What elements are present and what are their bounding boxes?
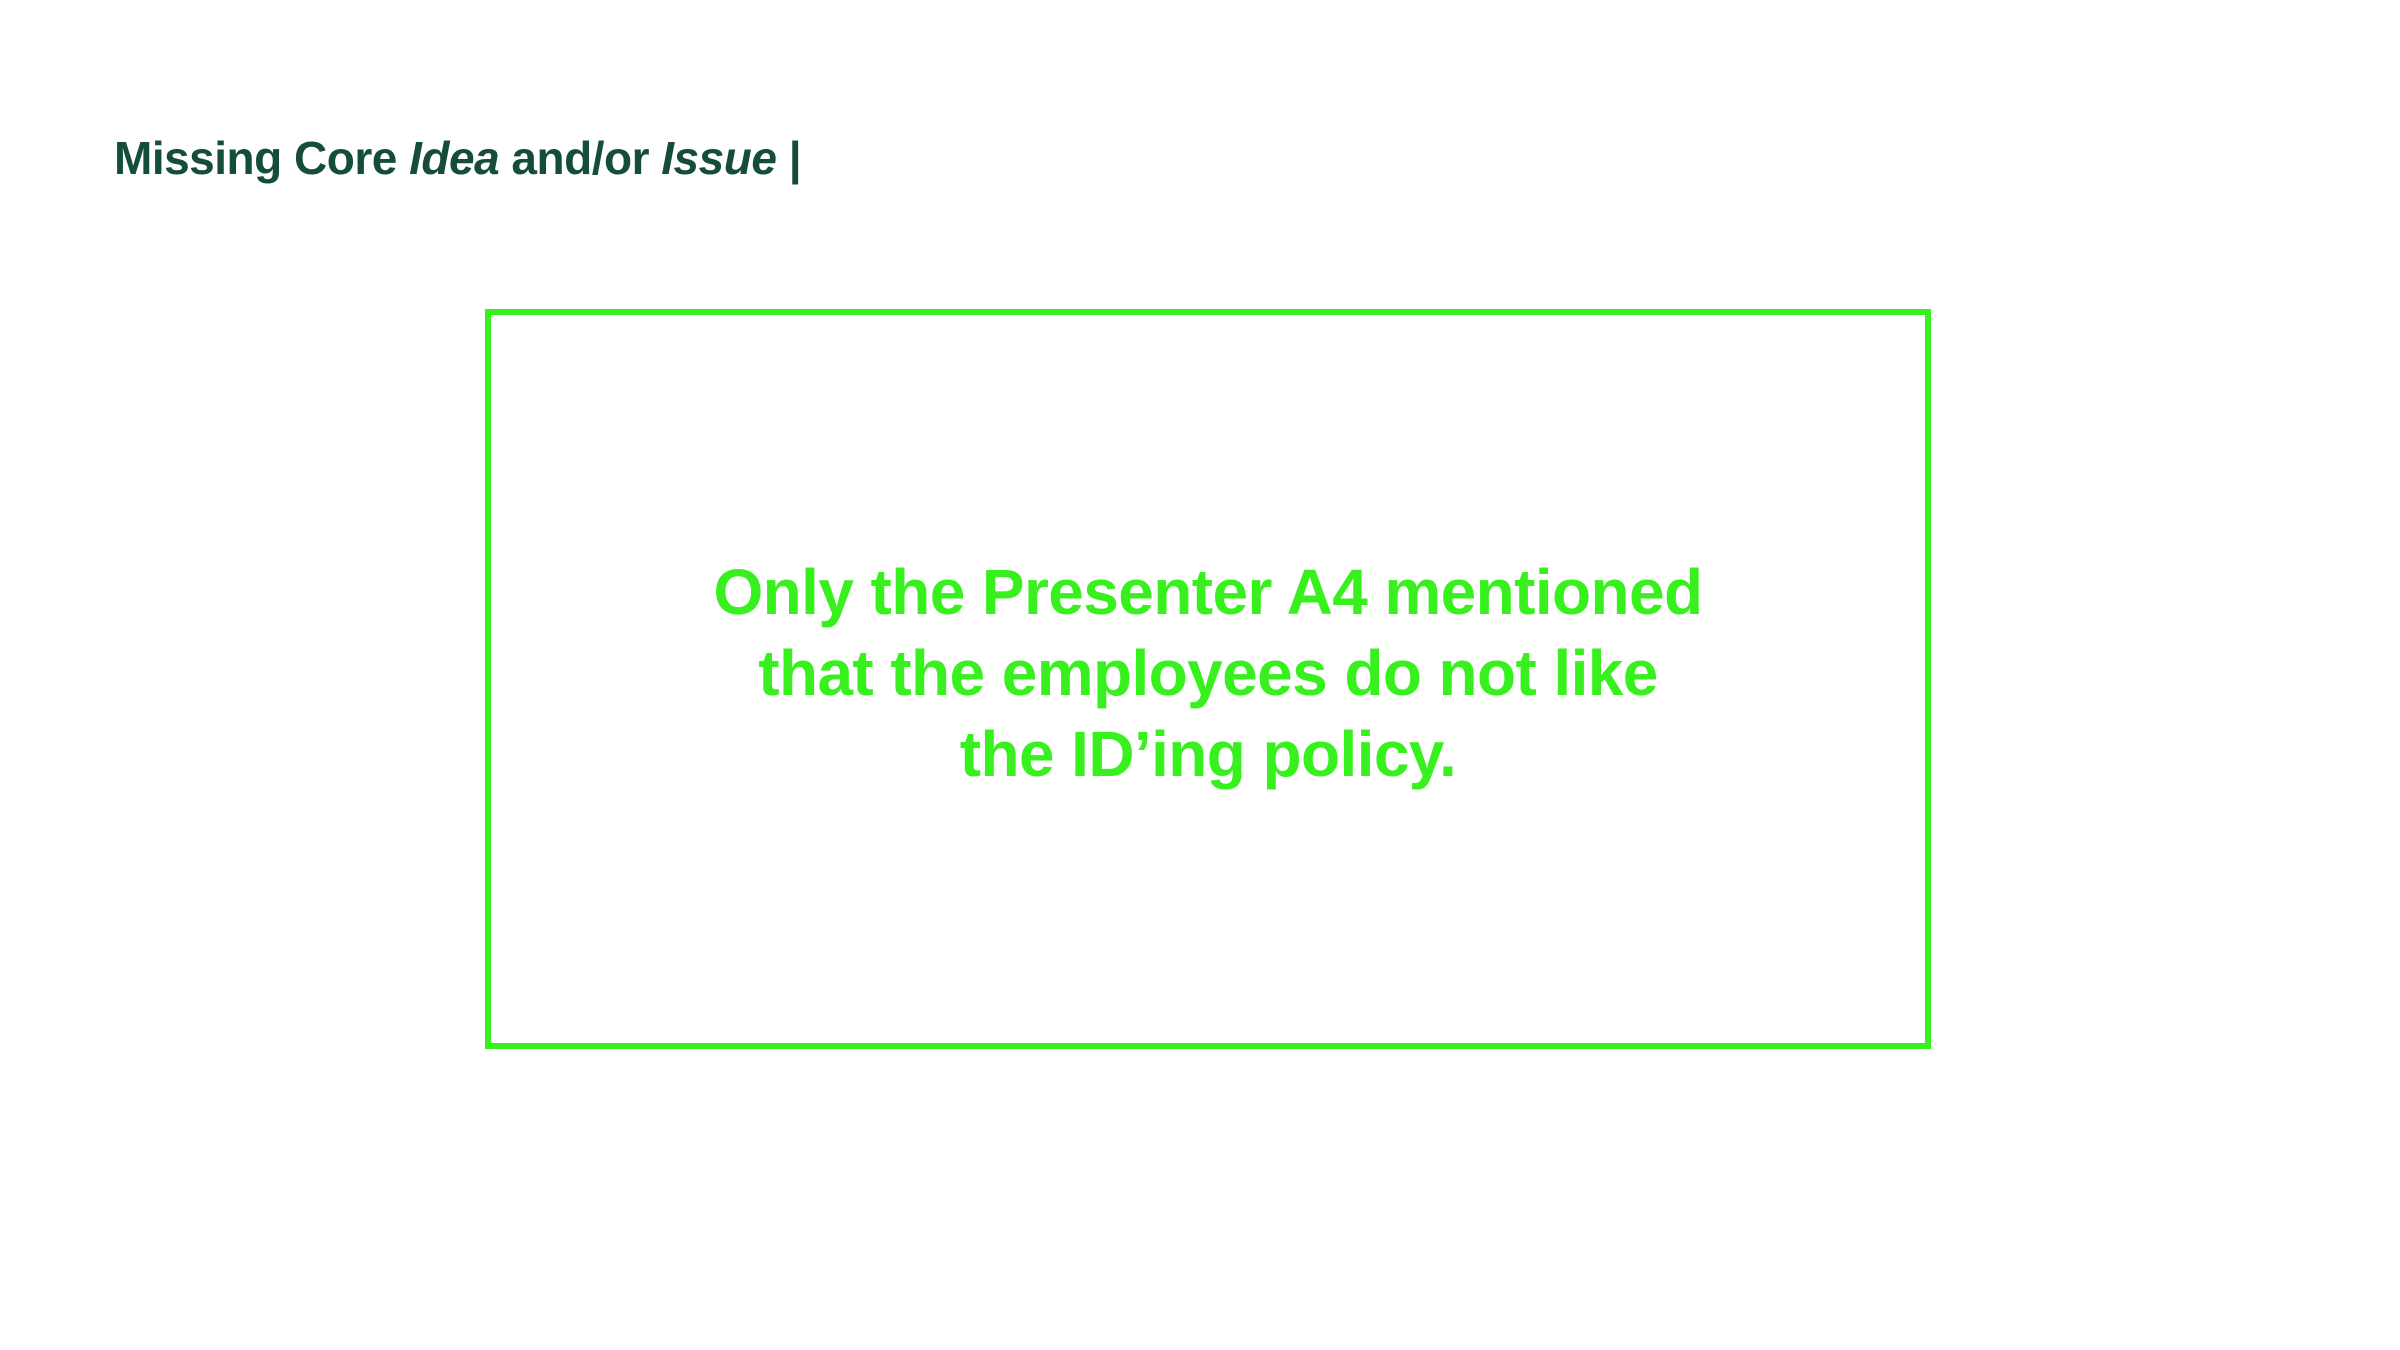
slide-title: Missing Core Idea and/or Issue | <box>114 128 802 188</box>
title-text-and-or: and/or <box>499 132 662 184</box>
title-text-missing-core: Missing Core <box>114 132 410 184</box>
title-text-separator: | <box>776 132 802 184</box>
callout-box: Only the Presenter A4 mentioned that the… <box>485 309 1931 1049</box>
callout-text: Only the Presenter A4 mentioned that the… <box>713 552 1703 795</box>
title-text-issue: Issue <box>661 132 777 184</box>
title-text-idea: Idea <box>409 132 500 184</box>
callout-line-1: Only the Presenter A4 mentioned <box>713 555 1703 628</box>
callout-line-2: that the employees do not like <box>758 636 1658 709</box>
callout-line-3: the ID’ing policy. <box>959 717 1457 790</box>
